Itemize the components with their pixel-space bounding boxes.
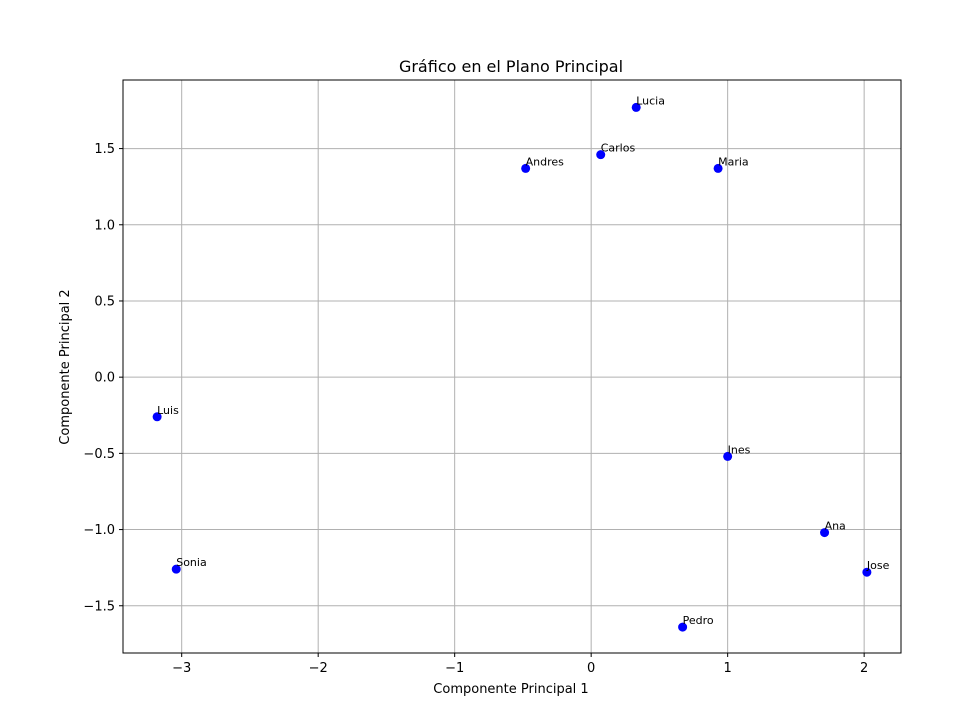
data-point	[171, 564, 181, 574]
point-label: Jose	[866, 559, 890, 572]
y-tick-label: 0.0	[94, 371, 115, 386]
x-tick-label: 1	[724, 661, 732, 676]
point-label: Andres	[526, 155, 565, 168]
y-axis-label: Componente Principal 2	[58, 289, 73, 444]
point-labels: Lucia Carlos Andres Maria Luis Ines Ana Sonia Jo…	[157, 94, 889, 627]
point-label: Ana	[825, 520, 846, 533]
point-label: Luis	[157, 404, 179, 417]
x-tick-label: −3	[172, 661, 191, 676]
x-tick-label: 2	[860, 661, 868, 676]
y-tick-label: 0.5	[94, 294, 115, 309]
data-point	[521, 163, 531, 173]
data-point	[820, 528, 830, 538]
y-tick-label: −1.0	[83, 523, 115, 538]
x-tick-label: 0	[587, 661, 595, 676]
data-points	[152, 102, 872, 632]
point-label: Ines	[728, 443, 751, 456]
x-axis-label: Componente Principal 1	[433, 682, 588, 697]
x-tick-label: −2	[309, 661, 328, 676]
grid-lines	[123, 80, 901, 653]
x-axis-ticks: −3 −2 −1 0 1 2	[172, 653, 868, 676]
plot-frame	[122, 79, 902, 654]
data-point	[152, 412, 162, 422]
y-axis-ticks: −1.5 −1.0 −0.5 0.0 0.5 1.0 1.5	[83, 142, 123, 614]
point-label: Pedro	[683, 614, 714, 627]
data-point	[678, 622, 688, 632]
y-tick-label: 1.0	[94, 218, 115, 233]
chart-title: Gráfico en el Plano Principal	[399, 57, 623, 76]
point-label: Lucia	[636, 94, 665, 107]
data-point	[862, 567, 872, 577]
y-tick-label: −0.5	[83, 447, 115, 462]
y-tick-label: 1.5	[94, 142, 115, 157]
data-point	[631, 102, 641, 112]
data-point	[713, 163, 723, 173]
point-label: Carlos	[601, 142, 636, 155]
data-point	[723, 451, 733, 461]
y-tick-label: −1.5	[83, 599, 115, 614]
point-label: Maria	[718, 155, 749, 168]
point-label: Sonia	[176, 556, 206, 569]
x-tick-label: −1	[445, 661, 464, 676]
data-point	[596, 150, 606, 160]
